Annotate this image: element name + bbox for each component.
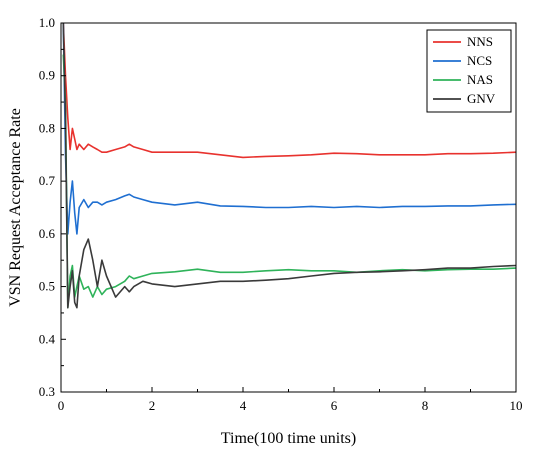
y-axis: 0.3 0.4 0.5 0.6 0.7 0.8 0.9 1.0 [39,15,66,399]
y-tick-label: 0.8 [39,120,55,135]
x-tick-label: 8 [422,398,429,413]
legend-label-nas: NAS [467,72,493,87]
legend: NNS NCS NAS GNV [426,29,512,113]
y-tick-label: 0.7 [39,173,56,188]
x-tick-label: 6 [331,398,338,413]
legend-label-gnv: GNV [467,91,496,106]
y-tick-label: 0.3 [39,384,55,399]
x-axis-title: Time(100 time units) [221,430,356,447]
legend-label-ncs: NCS [467,53,492,68]
series-line-ncs [62,23,516,235]
y-tick-label: 0.6 [39,226,56,241]
series-lines [62,23,516,309]
series-line-gnv [62,23,516,309]
x-tick-label: 2 [149,398,156,413]
x-axis: 0 2 4 6 8 10 [58,387,523,413]
x-tick-label: 4 [240,398,247,413]
legend-label-nns: NNS [467,34,493,49]
y-tick-label: 0.4 [39,331,56,346]
y-tick-label: 0.9 [39,68,55,83]
y-tick-label: 1.0 [39,15,55,30]
series-line-nns [62,23,516,159]
x-tick-label: 0 [58,398,65,413]
y-axis-title: VSN Request Acceptance Rate [7,108,24,307]
x-tick-label: 10 [510,398,523,413]
series-line-nas [62,54,516,309]
y-tick-label: 0.5 [39,279,55,294]
